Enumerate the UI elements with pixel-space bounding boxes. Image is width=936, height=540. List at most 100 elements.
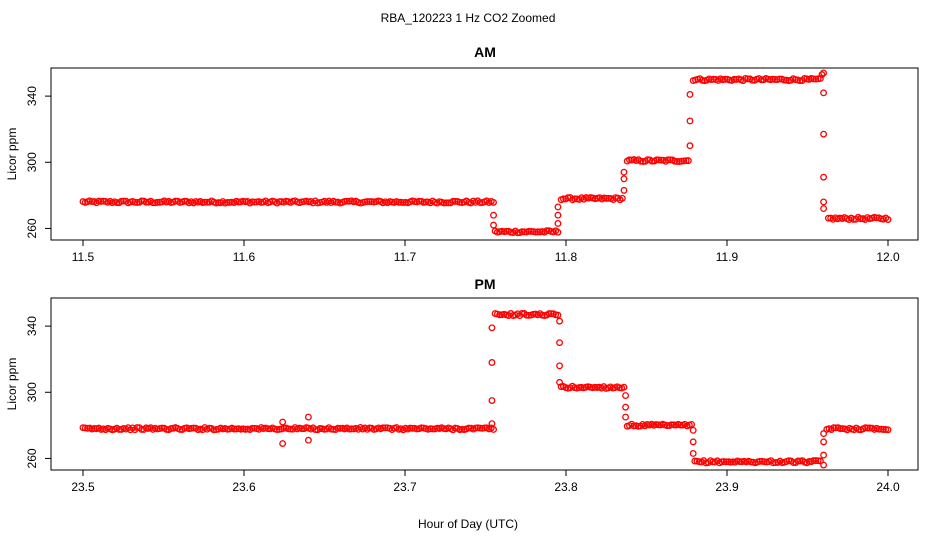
panel-am-segment-point	[422, 198, 430, 206]
panel-pm-xtick-label: 24.0	[876, 480, 900, 494]
panel-pm-outlier-point	[304, 413, 312, 421]
panel-am-segment-point	[744, 75, 752, 83]
panel-pm-outlier-point	[279, 440, 287, 447]
panel-am-segment-point	[653, 156, 661, 164]
panel-pm-segment-point	[691, 457, 699, 465]
panel-am-segment-point	[149, 199, 157, 207]
panel-am-segment-point	[666, 156, 674, 164]
panel-pm-segment-point	[345, 425, 353, 433]
panel-am-segment-point	[172, 197, 179, 205]
panel-pm-transition-point	[488, 397, 496, 404]
panel-am-segment-point	[559, 195, 567, 203]
panel-am-ylabel: Licor ppm	[5, 128, 19, 181]
panel-pm-segment-point	[836, 425, 844, 433]
panel-pm-transition-point	[689, 438, 697, 446]
panel-am-transition-point	[620, 168, 628, 176]
panel-am-segment-point	[684, 157, 692, 165]
panel-am-segment-point	[250, 198, 258, 206]
panel-pm-transition-point	[622, 413, 630, 421]
panel-am-segment-point	[138, 197, 146, 205]
panel-pm-segment-point	[620, 383, 628, 391]
panel-am-transition-point	[820, 173, 828, 181]
panel-pm-segment-point	[329, 425, 337, 433]
panel-am-transition-point	[820, 205, 828, 213]
panel-pm-segment-point	[670, 421, 678, 429]
panel-pm-segment-point	[875, 425, 883, 433]
panel-pm-transition-point	[488, 324, 496, 332]
panel-pm-transition-point	[556, 362, 564, 370]
panel-am-ytick-label: 260	[25, 218, 39, 238]
panel-pm-ytick-label: 300	[25, 382, 39, 402]
panel-pm-segment-point	[336, 424, 344, 432]
panel-pm-segment-point	[805, 458, 813, 465]
panel-pm-segment-point	[722, 458, 730, 466]
panel-pm-segment-point	[736, 458, 744, 466]
panel-pm-ylabel: Licor ppm	[5, 358, 19, 411]
panel-am-segment-point	[235, 198, 243, 206]
panel-am-transition-point	[554, 220, 562, 227]
panel-am-plot-frame	[50, 67, 919, 241]
panel-am-ytick-label: 300	[25, 152, 39, 172]
panel-am-segment-point	[440, 199, 448, 207]
panel-pm-transition-point	[820, 438, 828, 446]
panel-pm-transition-point	[556, 317, 564, 325]
panel-am: AM Licor ppm 11.5 11.6 11.7 11.8 11.9 12.0 260…	[5, 44, 919, 264]
panel-pm-segment-point	[654, 421, 662, 429]
panel-am-segment-point	[618, 194, 626, 202]
panel-am-segment-point	[201, 198, 209, 206]
panel-pm-segment-point	[210, 426, 218, 434]
panel-pm-segment-point	[866, 424, 874, 432]
panel-am-transition-point	[686, 91, 694, 98]
panel-am-transition-point	[820, 198, 828, 206]
panel-am-segment-point	[275, 198, 283, 206]
panel-am-xtick-label: 11.6	[233, 250, 256, 264]
panel-am-segment-point	[657, 156, 665, 164]
panel-pm-outlier-point	[304, 436, 312, 444]
panel-am-transition-point	[620, 186, 628, 194]
panel-am-transition-point	[686, 142, 694, 150]
panel-pm-transition-point	[820, 451, 828, 459]
panel-pm-segment-point	[440, 425, 448, 433]
panel-am-segment-point	[451, 198, 459, 205]
panel-pm-segment-point	[176, 425, 184, 433]
panel-pm-segment-point	[481, 424, 488, 432]
panel-pm-segment-point	[794, 457, 802, 465]
panel-pm-segment-point	[347, 425, 355, 433]
panel-am-segment-point	[771, 76, 779, 83]
panel-pm-segment-point	[408, 424, 416, 432]
panel-pm-segment-point	[677, 421, 684, 429]
panel-pm-transition-point	[488, 420, 496, 428]
panel-pm-segment-point	[406, 424, 414, 432]
panel-pm-segment-point	[756, 457, 764, 465]
panel-pm-segment-point	[554, 311, 562, 319]
panel-pm-segment-point	[830, 424, 838, 432]
panel-pm-segment-point	[812, 457, 820, 465]
panel-am-segment-point	[543, 227, 551, 235]
panel-am-xtick-label: 11.8	[555, 250, 578, 264]
panel-am-segment-point	[502, 227, 510, 235]
panel-am-segment-point	[415, 197, 423, 205]
panel-pm-segment-point	[334, 424, 342, 432]
panel-am-transition-point	[554, 203, 562, 211]
panel-pm-xtick-label: 23.8	[554, 480, 578, 494]
panel-pm-segment-point	[248, 424, 256, 432]
panel-pm-outlier-point	[279, 418, 287, 426]
panel-am-segment-point	[332, 198, 340, 206]
panel-pm-xtick-label: 23.5	[71, 480, 95, 494]
panel-pm-segment-point	[810, 457, 818, 465]
panel-am-segment-point	[710, 75, 718, 83]
panel-pm-transition-point	[556, 339, 564, 347]
panel-pm-transition-point	[689, 426, 697, 434]
panel-pm-ytick-label: 260	[25, 448, 39, 468]
panel-am-segment-point	[776, 75, 783, 83]
panel-am-points	[79, 69, 892, 237]
panel-pm-axes: 23.5 23.6 23.7 23.8 23.9 24.0 260 300 340	[25, 316, 900, 494]
panel-am-segment-point	[603, 194, 610, 202]
figure-xlabel: Hour of Day (UTC)	[418, 517, 518, 531]
panel-pm-segment-point	[864, 424, 872, 432]
panel-am-segment-point	[748, 76, 756, 84]
panel-pm-segment-point	[688, 421, 696, 428]
panel-pm-segment-point	[84, 424, 91, 432]
